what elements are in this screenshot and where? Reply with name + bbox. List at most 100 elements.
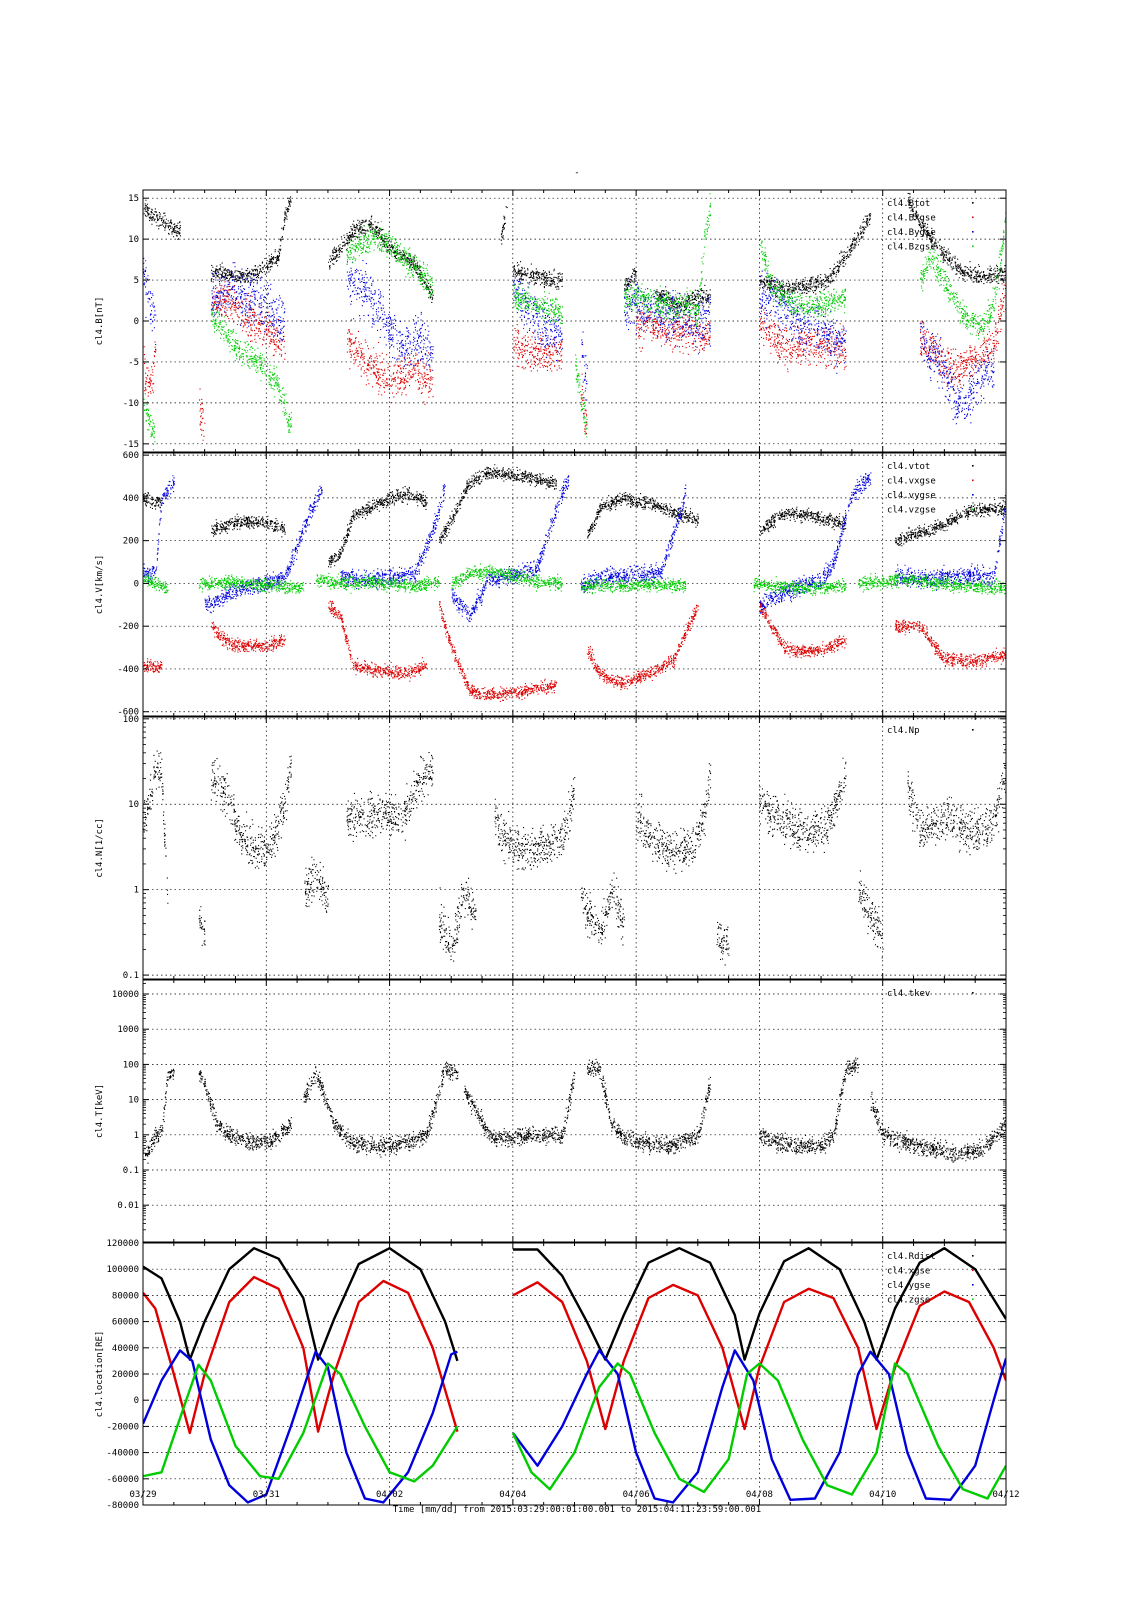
series-cl4-bxgse-points — [636, 302, 711, 355]
legend-label: cl4.ygse — [887, 1281, 930, 1291]
series-cl4-vxgse-points — [895, 619, 1006, 670]
series-cl4-btot-points — [500, 206, 508, 245]
series-cl4-vtot-points — [759, 506, 847, 536]
series-cl4-zgse-line — [143, 1362, 459, 1483]
y-tick-label: -200 — [117, 622, 139, 632]
y-tick-label: -80000 — [106, 1501, 139, 1511]
legend-marker — [972, 479, 974, 482]
series-cl4-btot-points — [654, 284, 712, 317]
legend-label: cl4.vtot — [887, 462, 930, 472]
y-tick-label: 100 — [123, 715, 139, 725]
series-cl4-tkev-points — [198, 1070, 292, 1151]
plot-data — [143, 1057, 1006, 1164]
y-tick-label: 1000 — [117, 1025, 139, 1035]
series-cl4-np-points — [858, 870, 884, 959]
x-tick-label: 04/02 — [376, 1490, 403, 1500]
legend-marker — [972, 465, 974, 467]
series-cl4-vxgse-points — [759, 601, 847, 659]
y-tick-label: 0 — [134, 317, 139, 327]
legend-label: cl4.zgse — [887, 1296, 930, 1306]
series-cl4-bygse-points — [759, 270, 847, 374]
series-cl4-vygse — [143, 472, 1006, 623]
panel-frame — [142, 716, 1007, 980]
x-tick-label: 04/08 — [746, 1490, 773, 1500]
series-cl4-xgse-line — [143, 1275, 459, 1435]
series-cl4-np-points — [759, 757, 847, 853]
y-tick-label: 120000 — [106, 1239, 139, 1249]
y-tick-label: 600 — [123, 451, 139, 461]
series-cl4-bxgse-points — [919, 283, 1006, 395]
series-cl4-bygse-points — [581, 331, 588, 401]
y-tick-label: -40000 — [106, 1449, 139, 1459]
series-cl4-vygse-points — [580, 484, 687, 594]
series-cl4-bxgse-points — [513, 324, 563, 372]
y-tick-label: 15 — [128, 194, 139, 204]
y-tick-label: 1 — [134, 1131, 139, 1141]
series-cl4-vxgse-points — [211, 621, 286, 653]
legend-marker — [972, 1269, 974, 1272]
series-cl4-np-points — [580, 872, 625, 946]
series-cl4-bzgse — [143, 193, 1006, 451]
series-cl4-tkev-points — [759, 1057, 860, 1155]
y-tick-label: -5 — [128, 358, 139, 368]
panel-4: 10000 1000 100 10 1 0.1 0.01 cl4.T[keV] cl4.tkev — [95, 979, 1007, 1243]
series-cl4-vxgse-points — [143, 658, 163, 673]
x-tick-label: 04/06 — [623, 1490, 650, 1500]
x-tick-label: 04/12 — [992, 1490, 1019, 1500]
legend-label: cl4.vxgse — [887, 477, 936, 487]
series-cl4-btot-points — [907, 192, 1006, 285]
series-cl4-rdist-line — [512, 1246, 1006, 1361]
series-cl4-zgse — [143, 1362, 1006, 1500]
series-cl4-vtot-points — [587, 492, 699, 539]
series-cl4-btot-points — [759, 213, 872, 299]
panel-2: 600 400 200 0 -200 -400 -600 cl4.V[km/s] cl4.vto… — [95, 451, 1007, 718]
series-cl4-btot-points — [210, 196, 292, 288]
series-cl4-btot — [143, 192, 1006, 317]
series-cl4-bzgse-points — [760, 240, 847, 323]
series-cl4-bxgse-points — [580, 373, 588, 435]
series-cl4-np-points — [143, 750, 169, 904]
series-cl4-vxgse-points — [438, 601, 558, 702]
legend-marker — [972, 216, 974, 219]
y-tick-label: 0 — [134, 1396, 139, 1406]
legend-label: cl4.vygse — [887, 491, 936, 501]
y-tick-label: 400 — [123, 494, 139, 504]
y-tick-label: -60000 — [106, 1475, 139, 1485]
y-tick-label: -15 — [123, 440, 139, 450]
legend-label: cl4.Bxgse — [887, 214, 936, 224]
series-cl4-tkev-points — [586, 1058, 712, 1156]
series-cl4-vxgse — [143, 600, 1006, 702]
series-cl4-vtot-points — [211, 513, 286, 538]
series-cl4-vzgse — [143, 563, 1006, 596]
series-cl4-bzgse-points — [513, 283, 564, 325]
series-cl4-ygse-line — [511, 1349, 1006, 1504]
series-cl4-bygse-points — [143, 257, 157, 351]
series-cl4-bygse — [143, 250, 995, 425]
y-tick-label: 5 — [134, 276, 139, 286]
y-tick-label: 10000 — [112, 990, 139, 1000]
y-tick-label: 0 — [134, 579, 139, 589]
series-cl4-bxgse-points — [143, 341, 157, 397]
legend-label: cl4.Bygse — [887, 228, 936, 238]
y-axis-label: cl4.location[RE] — [95, 1331, 105, 1418]
series-cl4-bxgse-points — [199, 388, 206, 441]
panel-frame — [142, 979, 1007, 1243]
series-cl4-btot-points — [143, 199, 181, 240]
legend-marker — [972, 494, 974, 496]
series-cl4-vzgse-points — [143, 573, 169, 594]
series-cl4-np-points — [716, 921, 730, 966]
x-tick-label: 04/10 — [869, 1490, 896, 1500]
series-cl4-vygse-points — [451, 475, 570, 623]
series-cl4-bxgse-points — [211, 277, 286, 360]
series-cl4-vzgse-points — [451, 563, 564, 592]
legend-marker — [972, 231, 974, 233]
legend-marker — [972, 1284, 974, 1286]
legend-marker — [972, 1255, 974, 1257]
series-cl4-np — [143, 749, 1006, 966]
series-cl4-bzgse-points — [143, 393, 156, 451]
y-tick-label: 80000 — [112, 1291, 139, 1301]
y-tick-label: 10 — [128, 800, 139, 810]
series-cl4-bygse-points — [513, 274, 564, 362]
series-cl4-vxgse-points — [586, 604, 699, 691]
series-cl4-np-points — [346, 752, 434, 842]
